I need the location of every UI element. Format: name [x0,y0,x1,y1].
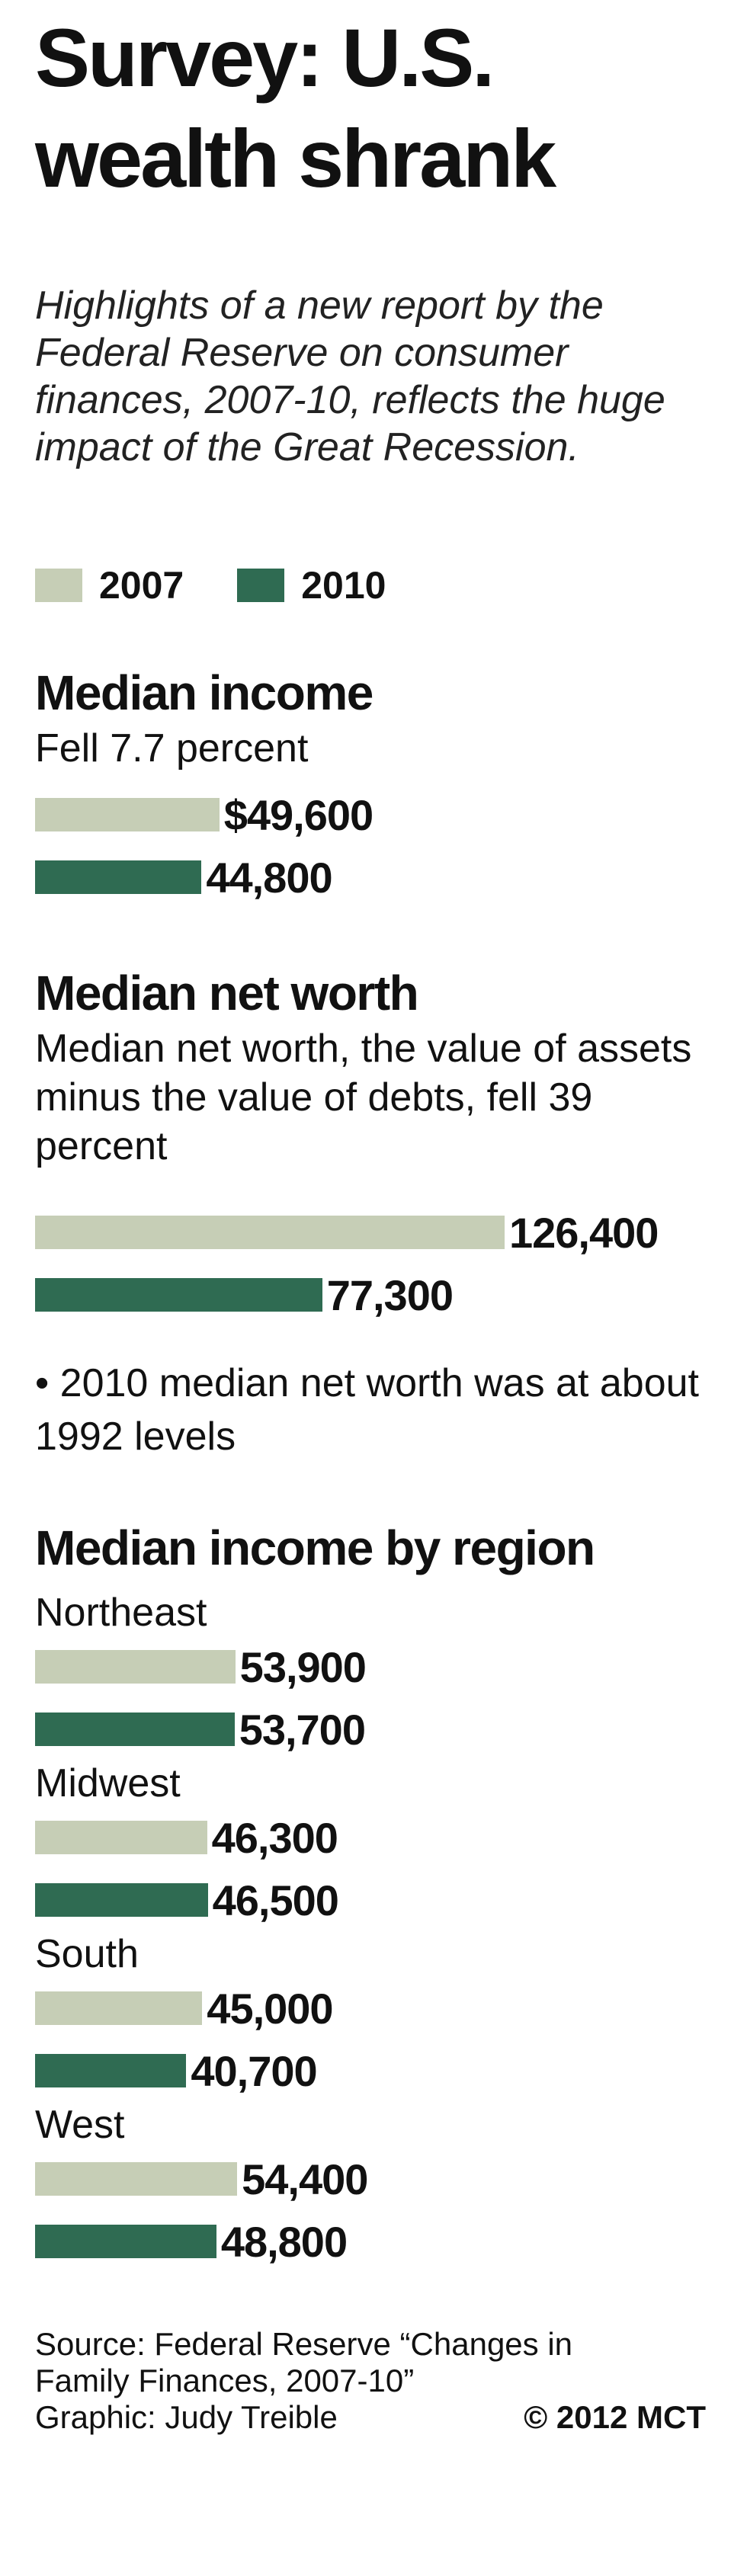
bar [35,1883,208,1917]
graphic-credit: Graphic: Judy Treible [35,2399,338,2435]
bar [35,1821,207,1854]
bar [35,1216,505,1249]
annotation: • 2010 median net worth was at about 199… [35,1361,699,1459]
bar-row: 54,400 [35,2148,712,2210]
chart-title: Median income by region [35,1520,595,1575]
bars: Northeast 53,900 53,700 Midwest 46,300 46,500… [35,1590,712,2273]
subtitle: Highlights of a new report by the Federa… [35,284,665,469]
title: Survey: U.S. wealth shrank [35,11,556,204]
bar [35,1991,203,2025]
legend-swatch [35,569,82,602]
bar-row: 45,000 [35,1977,712,2039]
category-label: South [35,1932,139,1976]
legend-label: 2010 [301,564,386,607]
chart-section: Median income Fell 7.7 percent $49,600 44,8… [35,662,712,908]
source: Source: Federal Reserve “Changes in Fami… [35,2326,573,2398]
value-label: 53,700 [239,1705,366,1754]
bars: $49,600 44,800 [35,783,712,908]
value-label: 46,500 [212,1876,339,1924]
legend-entry: 2007 [35,563,184,607]
credit-line: Graphic: Judy Treible © 2012 MCT [35,2399,706,2436]
bar-row: $49,600 [35,783,712,846]
bar-row: 40,700 [35,2039,712,2102]
bar-row: 53,700 [35,1698,712,1761]
category-label: Midwest [35,1761,181,1805]
category-label: Northeast [35,1591,207,1635]
bar [35,2054,187,2087]
value-label: 126,400 [509,1208,659,1257]
bar [35,2225,216,2258]
bar-row: 48,800 [35,2210,712,2273]
bar [35,1650,236,1684]
charts: Median income Fell 7.7 percent $49,600 44,8… [35,662,712,2273]
value-label: 48,800 [220,2217,348,2266]
bar-row: 77,300 [35,1264,712,1326]
bar-row: 53,900 [35,1636,712,1698]
copyright: © 2012 MCT [524,2399,706,2435]
bar [35,1713,235,1746]
legend: 2007 2010 [35,562,712,608]
chart-section: Median net worth Median net worth, the va… [35,962,712,1463]
bar-row: 46,500 [35,1869,712,1931]
legend-swatch [237,569,285,602]
value-label: 40,700 [191,2046,317,2095]
chart-title: Median net worth [35,966,419,1020]
page: Survey: U.S. wealth shrank Highlights of… [0,8,747,2576]
chart-subtitle: Median net worth, the value of assets mi… [35,1027,692,1168]
bars: 126,400 77,300 [35,1201,712,1326]
chart-subtitle: Fell 7.7 percent [35,726,309,771]
footer: Source: Federal Reserve “Changes in Fami… [35,2326,712,2436]
value-label: 44,800 [206,853,332,902]
bar-row: 44,800 [35,846,712,908]
bar [35,860,202,894]
bar [35,1278,322,1312]
legend-entry: 2010 [237,563,386,607]
bar [35,798,220,831]
value-label: $49,600 [223,790,374,839]
legend-label: 2007 [99,564,184,607]
value-label: 54,400 [242,2155,368,2203]
value-label: 77,300 [326,1270,454,1319]
infographic: Survey: U.S. wealth shrank Highlights of… [0,8,747,2436]
value-label: 45,000 [207,1984,333,2033]
value-label: 53,900 [239,1642,367,1691]
bar [35,2162,238,2196]
category-label: West [35,2103,125,2147]
chart-title: Median income [35,665,374,720]
bar-row: 46,300 [35,1806,712,1869]
value-label: 46,300 [211,1813,338,1862]
chart-section: Median income by region Northeast 53,900 53… [35,1517,712,2273]
bar-row: 126,400 [35,1201,712,1264]
